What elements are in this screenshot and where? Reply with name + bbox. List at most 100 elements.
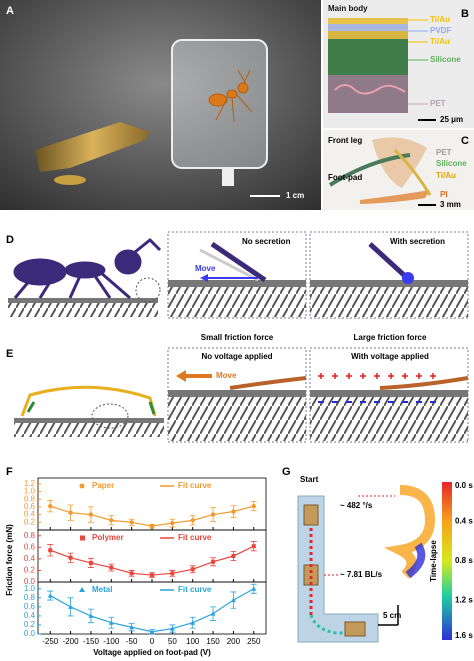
- colorbar-label: 0.0 s: [455, 481, 473, 490]
- ground: [14, 418, 164, 423]
- layer-label: PET: [436, 148, 452, 157]
- colorbar-label: 1.2 s: [455, 596, 473, 605]
- plot-frame: [37, 477, 267, 531]
- ground: [310, 390, 468, 397]
- panel-label: D: [6, 234, 14, 246]
- marker: [251, 503, 256, 509]
- y-tick-label: 1.0: [24, 487, 36, 496]
- scale-text: 3 mm: [440, 200, 461, 209]
- foot-pad: [229, 376, 307, 390]
- panel-label: E: [6, 348, 13, 360]
- layer-label: Silicone: [436, 159, 467, 168]
- y-tick-label: 0.6: [24, 542, 36, 551]
- marker: [190, 567, 195, 572]
- x-tick-label: -150: [83, 637, 100, 646]
- scale-text: 5 cm: [383, 611, 401, 620]
- ground-hatch: [168, 287, 306, 317]
- inset-box: [309, 231, 469, 319]
- marker: [150, 573, 154, 578]
- caption: Small friction force: [201, 333, 274, 342]
- inset-box: [167, 231, 307, 319]
- inset-title: No secretion: [242, 237, 291, 246]
- ground-hatch: [14, 423, 164, 437]
- marker: [47, 593, 53, 598]
- colorbar-title: Time-lapse: [429, 540, 438, 582]
- y-tick-label: 1.2: [24, 479, 36, 488]
- panel-title: Main body: [328, 4, 368, 13]
- ground-hatch: [310, 287, 468, 317]
- colorbar-label: 1.6 s: [455, 631, 473, 640]
- positive-charges: [318, 373, 436, 379]
- marker: [211, 559, 216, 564]
- panel-a: A 1 cm: [0, 0, 321, 210]
- y-tick-label: 0.0: [24, 629, 36, 638]
- layer-label: Ti/Au: [436, 171, 456, 180]
- ground-hatch: [8, 303, 158, 317]
- y-tick-label: 0.4: [24, 510, 36, 519]
- marker: [251, 586, 257, 591]
- panel-g: G Start ~ 482 °/s ~ 7.81 BL/s 5 cm Time-…: [282, 466, 473, 643]
- layer-label: PVDF: [430, 26, 451, 35]
- layer-label: Ti/Au: [430, 15, 450, 24]
- panel-label: B: [461, 8, 469, 20]
- move-label: Move: [195, 264, 216, 273]
- legend-label: Polymer: [92, 533, 124, 542]
- marker: [48, 503, 53, 509]
- marker: [88, 613, 94, 618]
- legend-marker: [79, 483, 85, 489]
- move-label: Move: [216, 371, 237, 380]
- marker: [170, 520, 175, 526]
- marker: [68, 510, 73, 515]
- y-tick-label: 0.8: [24, 593, 36, 602]
- scale-text: 1 cm: [286, 191, 304, 200]
- leg: [210, 241, 267, 283]
- marker: [190, 518, 195, 523]
- leg: [368, 242, 407, 278]
- marker: [231, 509, 236, 514]
- panel-e: E Move No voltage applied With voltage a…: [6, 347, 469, 443]
- colorbar-label: 0.4 s: [455, 517, 473, 526]
- inset-title: With secretion: [390, 237, 445, 246]
- colorbar: [442, 482, 452, 640]
- ant-icon: [13, 237, 162, 300]
- ground: [8, 298, 158, 303]
- legend-label: Metal: [92, 585, 112, 594]
- panel-label: G: [282, 466, 291, 478]
- marker: [210, 611, 216, 616]
- legend-label: Fit curve: [178, 481, 212, 490]
- tiau-shape: [393, 148, 432, 196]
- layer-label: Silicone: [430, 55, 461, 64]
- foot: [54, 175, 86, 185]
- marker: [68, 555, 73, 560]
- start-label: Start: [300, 475, 319, 484]
- arrow-head: [200, 274, 208, 282]
- track: [297, 495, 379, 643]
- zoom-circle: [91, 403, 129, 429]
- leg-ghost: [199, 248, 259, 282]
- robot-icon: [20, 385, 157, 417]
- y-tick-label: 0.2: [24, 517, 36, 526]
- marker: [88, 512, 94, 517]
- legend-marker: [80, 535, 85, 541]
- y-tick-label: 1.0: [24, 584, 36, 593]
- layer-label: Ti/Au: [430, 37, 450, 46]
- trajectory: [309, 614, 346, 635]
- panel-label: C: [461, 135, 469, 147]
- y-tick-label: 0.4: [24, 554, 36, 563]
- y-axis-label: Friction force (mN): [5, 524, 14, 596]
- marker: [68, 604, 74, 609]
- panel-c: Front leg C PET Silicone Ti/Au Foot-pad …: [323, 130, 474, 210]
- marker: [251, 544, 256, 549]
- x-tick-label: -250: [42, 637, 59, 646]
- linear-speed: ~ 7.81 BL/s: [340, 570, 383, 579]
- pi-shape: [360, 190, 430, 204]
- layer-label: PI: [440, 190, 448, 199]
- fit-curve: [50, 505, 254, 527]
- inset-title: No voltage applied: [201, 352, 272, 361]
- foot-pad: [379, 376, 469, 390]
- zoom-circle: [135, 277, 161, 303]
- marker: [231, 554, 236, 558]
- layer: [328, 31, 408, 39]
- panel-d: D Move No secretion With secretion Small…: [6, 231, 469, 342]
- layer: [328, 24, 408, 31]
